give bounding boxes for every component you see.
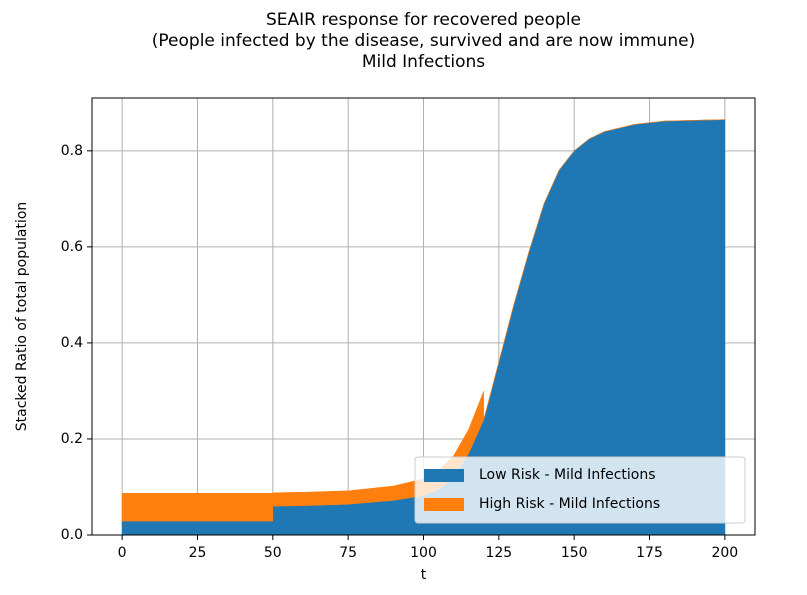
chart-title: Mild Infections xyxy=(362,52,485,72)
y-tick-label: 0.8 xyxy=(61,143,83,159)
y-tick-label: 0.4 xyxy=(61,335,83,351)
legend: Low Risk - Mild Infections High Risk - Mi… xyxy=(414,456,746,524)
legend-label: High Risk - Mild Infections xyxy=(479,496,660,512)
legend-box xyxy=(414,456,746,524)
x-tick-label: 175 xyxy=(636,545,663,561)
y-tick-label: 0.6 xyxy=(61,239,83,255)
chart-title: SEAIR response for recovered people xyxy=(266,10,581,30)
x-tick-label: 75 xyxy=(339,545,357,561)
legend-label: Low Risk - Mild Infections xyxy=(479,467,656,483)
x-tick-label: 25 xyxy=(189,545,207,561)
chart-title: (People infected by the disease, survive… xyxy=(152,31,695,51)
x-axis-label: t xyxy=(421,567,427,583)
legend-swatch xyxy=(424,469,464,482)
y-tick-label: 0.0 xyxy=(61,527,83,543)
x-tick-label: 0 xyxy=(118,545,127,561)
x-tick-label: 125 xyxy=(485,545,512,561)
x-tick-label: 50 xyxy=(264,545,282,561)
legend-swatch xyxy=(424,498,464,511)
x-tick-label: 200 xyxy=(711,545,738,561)
y-axis-label: Stacked Ratio of total population xyxy=(14,202,30,432)
x-tick-label: 150 xyxy=(561,545,588,561)
y-tick-label: 0.2 xyxy=(61,431,83,447)
x-tick-label: 100 xyxy=(410,545,437,561)
